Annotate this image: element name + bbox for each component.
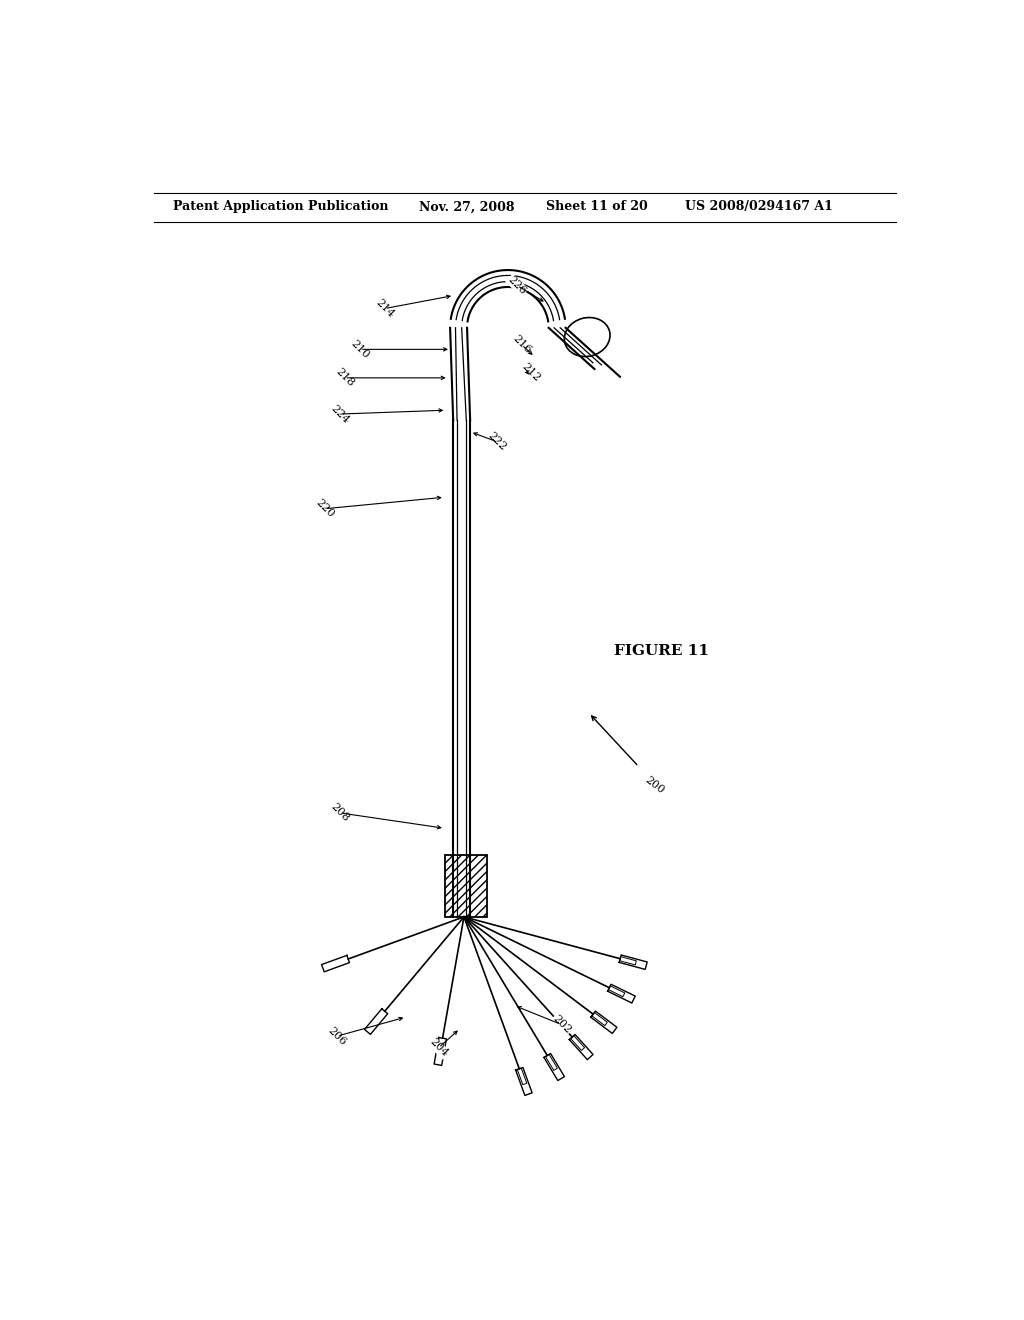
Text: 206: 206 xyxy=(326,1026,348,1047)
Text: 220: 220 xyxy=(313,498,336,520)
Text: Sheet 11 of 20: Sheet 11 of 20 xyxy=(547,201,648,214)
Text: 202: 202 xyxy=(551,1014,572,1036)
Text: 224: 224 xyxy=(329,403,351,425)
Text: 216: 216 xyxy=(511,334,532,356)
Text: 226: 226 xyxy=(506,275,528,297)
Text: FIGURE 11: FIGURE 11 xyxy=(614,644,709,659)
Text: 208: 208 xyxy=(329,801,351,824)
Bar xyxy=(444,855,487,917)
Text: 222: 222 xyxy=(486,430,508,453)
Text: 204: 204 xyxy=(427,1036,450,1059)
Text: 200: 200 xyxy=(643,775,666,796)
Text: 218: 218 xyxy=(334,367,355,389)
Text: Patent Application Publication: Patent Application Publication xyxy=(173,201,388,214)
Text: Nov. 27, 2008: Nov. 27, 2008 xyxy=(419,201,515,214)
Text: 210: 210 xyxy=(349,338,371,360)
Text: 214: 214 xyxy=(374,297,395,319)
Text: US 2008/0294167 A1: US 2008/0294167 A1 xyxy=(685,201,833,214)
Text: 212: 212 xyxy=(520,362,542,384)
